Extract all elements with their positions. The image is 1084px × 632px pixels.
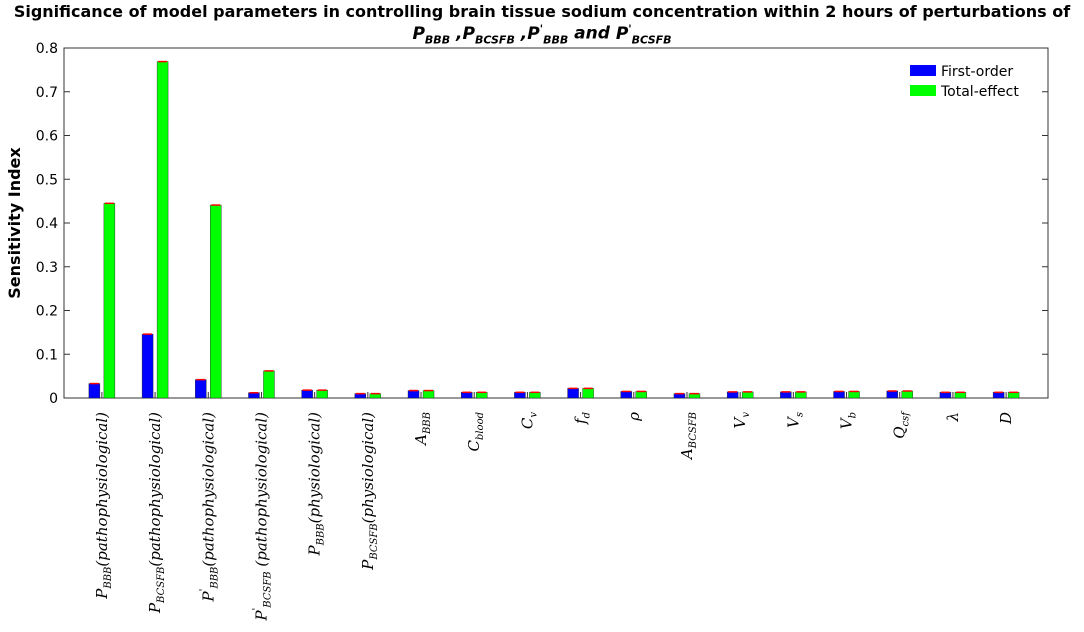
y-tick-label: 0.4 — [36, 216, 58, 232]
first-order-bar — [780, 391, 792, 399]
x-tick-label: PBBB(pathophysiological) — [93, 412, 114, 600]
x-tick-label: P'BCSFB (pathophysiological) — [251, 412, 273, 622]
total-effect-bar — [1007, 392, 1020, 399]
total-effect-bar — [156, 61, 169, 399]
chart-subtitle: PBBB ,PBCSFB ,P'BBB and P'BCSFB — [412, 22, 672, 47]
first-order-bar — [567, 388, 579, 399]
subtitle-symbol: PBCSFB — [462, 23, 515, 47]
first-order-bar — [461, 392, 473, 399]
y-tick-label: 0.3 — [36, 260, 58, 276]
y-tick-label: 0.1 — [36, 347, 58, 363]
x-tick-label: λ — [944, 412, 962, 423]
total-effect-bar — [103, 203, 116, 399]
y-tick-label: 0.6 — [36, 129, 58, 145]
first-order-bar — [88, 383, 101, 399]
total-effect-bar — [848, 391, 860, 399]
x-tick-label: D — [997, 412, 1015, 425]
y-tick-label: 0.8 — [36, 41, 58, 57]
total-effect-bar — [741, 391, 754, 399]
x-tick-label: ρ — [625, 412, 643, 422]
first-order-bar — [833, 391, 845, 399]
total-effect-bar — [795, 391, 807, 399]
y-tick-label: 0.2 — [36, 304, 58, 320]
total-effect-bar — [901, 390, 913, 399]
total-effect-bar — [954, 392, 967, 399]
subtitle-symbol: PBBB — [412, 23, 451, 47]
x-tick-label: P'BBB(pathophysiological) — [198, 412, 220, 603]
first-order-bar — [939, 392, 952, 399]
first-order-bar — [992, 392, 1005, 399]
first-order-bar — [301, 389, 313, 399]
subtitle-symbol: P'BCSFB — [615, 22, 672, 47]
total-effect-bar — [529, 392, 541, 399]
first-order-bar — [886, 390, 898, 399]
x-tick-label: Cblood — [465, 412, 486, 452]
x-tick-label: Vb — [838, 412, 859, 429]
x-tick-label: Qcsf — [891, 410, 912, 439]
first-order-bar — [726, 391, 739, 399]
x-tick-label: ABBB — [412, 412, 433, 447]
total-effect-bar — [476, 392, 488, 399]
x-tick-label: PBBB(physiological) — [306, 412, 327, 557]
total-effect-bar — [582, 388, 594, 399]
x-tick-label: Vs — [784, 412, 805, 428]
x-tick-label: fd — [572, 412, 593, 425]
chart-title: Significance of model parameters in cont… — [13, 2, 1071, 21]
total-effect-bar — [316, 389, 328, 399]
legend-swatch-first-order — [910, 65, 936, 76]
total-effect-bar — [263, 370, 275, 399]
first-order-bar — [248, 392, 260, 399]
x-tick-label: Vv — [731, 412, 752, 429]
x-tick-label: ABCSFB — [678, 412, 699, 461]
x-tick-label: PBCSFB(physiological) — [359, 412, 380, 571]
first-order-bar — [195, 379, 207, 399]
first-order-bar — [407, 390, 420, 399]
first-order-bar — [514, 392, 526, 399]
y-tick-label: 0 — [49, 391, 58, 407]
y-tick-label: 0.7 — [36, 85, 58, 101]
y-axis-label: Sensitivity Index — [5, 147, 24, 299]
x-tick-label: PBCSFB(pathophysiological) — [146, 412, 167, 614]
first-order-bar — [141, 333, 154, 399]
x-tick-label: Cv — [518, 412, 539, 429]
first-order-bar — [620, 391, 632, 399]
total-effect-bar — [210, 204, 222, 399]
y-tick-label: 0.5 — [36, 172, 58, 188]
legend-label-total-effect: Total-effect — [940, 84, 1019, 100]
legend-label-first-order: First-order — [941, 64, 1013, 80]
total-effect-bar — [635, 391, 647, 399]
total-effect-bar — [422, 390, 435, 399]
legend-swatch-total-effect — [910, 85, 936, 96]
subtitle-symbol: P'BBB — [527, 22, 569, 47]
